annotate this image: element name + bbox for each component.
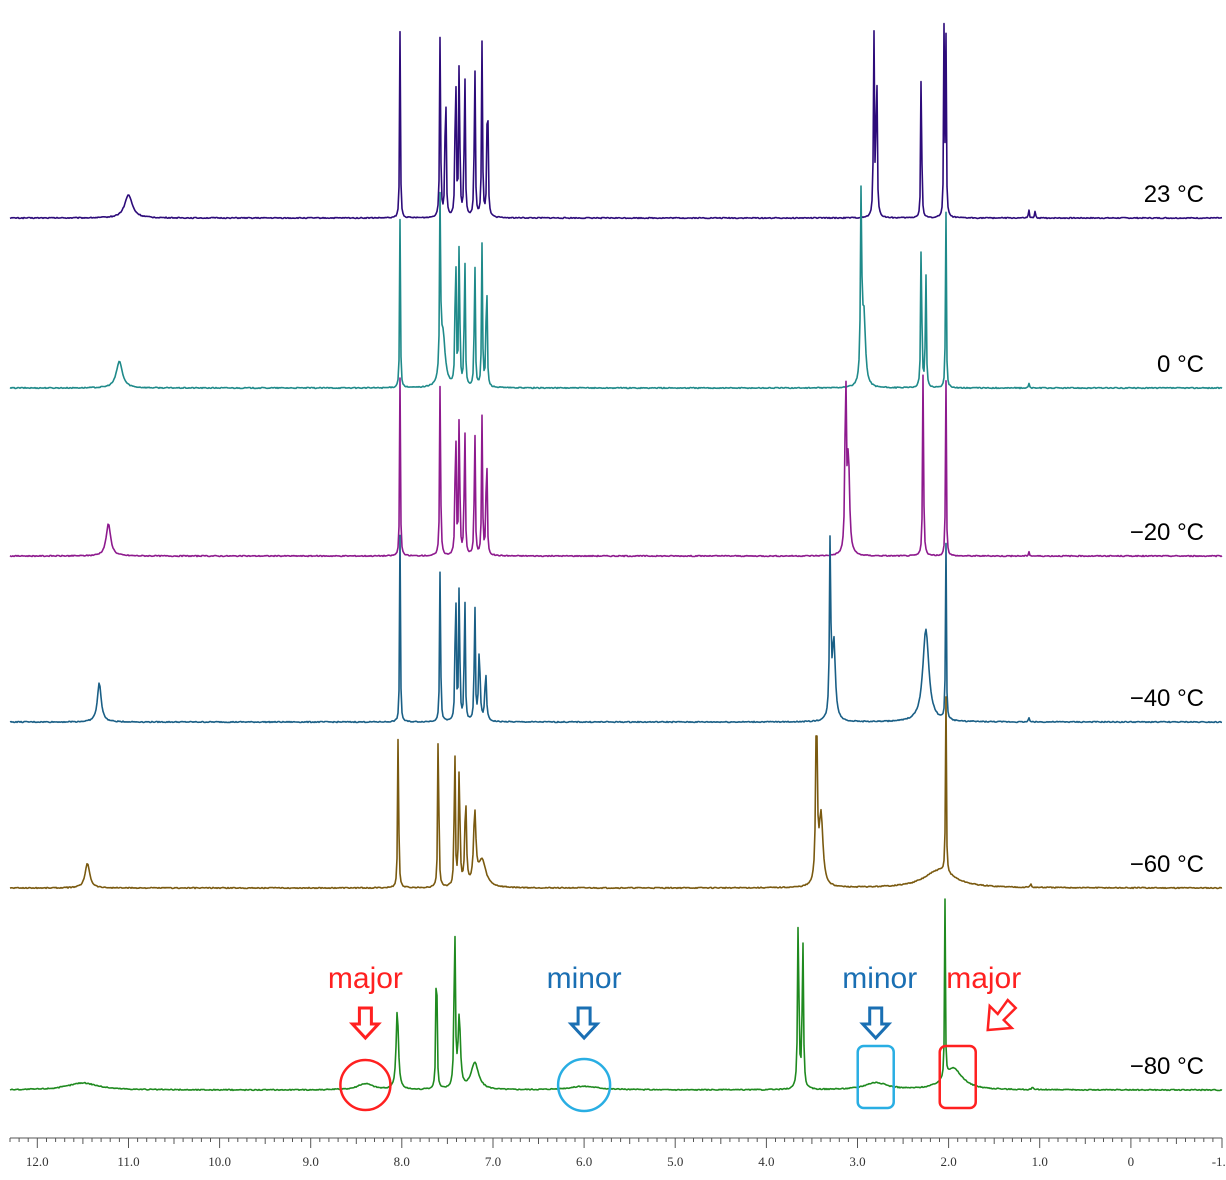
x-tick-label: -1.0 [1212, 1154, 1226, 1169]
x-tick-label: 11.0 [117, 1154, 139, 1169]
temperature-label: 23 °C [1144, 181, 1204, 208]
x-tick-label: 5.0 [667, 1154, 683, 1169]
spectrum-trace [9, 185, 1223, 390]
x-tick-label: 10.0 [208, 1154, 231, 1169]
annotation-label: minor [547, 962, 622, 995]
x-tick-label: 8.0 [394, 1154, 410, 1169]
x-tick-label: 2.0 [940, 1154, 956, 1169]
annotation-label: minor [842, 962, 917, 995]
temperature-label: 0 °C [1157, 351, 1204, 378]
x-tick-label: 9.0 [303, 1154, 319, 1169]
down-arrow-icon [859, 1006, 893, 1041]
annotations: major minor minor major [328, 962, 1021, 1113]
down-arrow-icon [348, 1006, 382, 1041]
annotation-label: major [328, 962, 403, 995]
x-tick-label: 1.0 [1032, 1154, 1048, 1169]
x-tick-label: 0 [1128, 1154, 1135, 1169]
annotation-label: major [946, 962, 1021, 995]
temperature-label: −40 °C [1130, 685, 1204, 712]
x-tick-label: 4.0 [758, 1154, 774, 1169]
temperature-label: −60 °C [1130, 851, 1204, 878]
temperature-label: −20 °C [1130, 519, 1204, 546]
temperature-label: −80 °C [1130, 1053, 1204, 1080]
spectrum-trace [9, 374, 1223, 558]
highlight-box [938, 1044, 977, 1110]
x-tick-label: 7.0 [485, 1154, 501, 1169]
down-arrow-icon [567, 1006, 601, 1041]
temperature-labels: 23 °C 0 °C −20 °C −40 °C −60 °C −80 °C [1130, 181, 1204, 1080]
spectrum-trace [9, 696, 1223, 890]
highlight-box [856, 1044, 895, 1110]
spectrum-trace [9, 898, 1223, 1092]
x-tick-label: 12.0 [26, 1154, 49, 1169]
x-tick-label: 3.0 [849, 1154, 865, 1169]
x-axis-tick-labels: 12.0 11.0 10.0 9.0 8.0 7.0 6.0 5.0 4.0 3.0 2.0 1.0 0… [26, 1154, 1226, 1169]
x-axis-ticks [9, 1138, 1223, 1148]
highlight-circle [556, 1057, 612, 1113]
spectrum-trace [9, 534, 1223, 724]
down-left-arrow-icon [986, 998, 1018, 1032]
x-tick-label: 6.0 [576, 1154, 592, 1169]
spectrum-trace [9, 22, 1223, 220]
x-axis: 12.0 11.0 10.0 9.0 8.0 7.0 6.0 5.0 4.0 3.0 2.0 1.0 0… [9, 1137, 1226, 1169]
spectrum-traces [9, 22, 1223, 1092]
highlight-circle [339, 1058, 392, 1112]
